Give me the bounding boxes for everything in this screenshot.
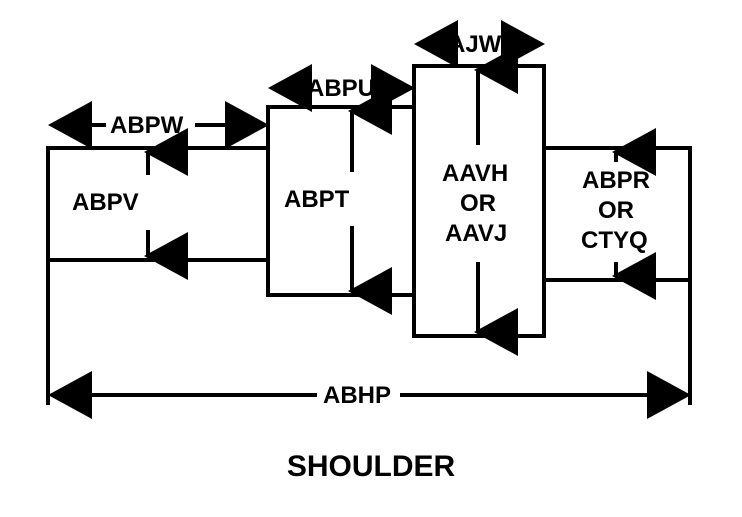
label-aavh: AAVH [442,160,508,188]
label-abpu: ABPU [307,75,375,103]
label-or1: OR [460,190,496,218]
label-abpt: ABPT [284,186,349,214]
label-or2: OR [598,197,634,225]
label-ctyq: CTYQ [581,227,648,255]
label-abpr: ABPR [582,167,650,195]
label-aavj: AAVJ [445,220,507,248]
label-abhp: ABHP [323,382,391,410]
shoulder-diagram: ABPW ABPV ABPU ABPT AJWR AAVH OR AAVJ AB… [0,0,742,517]
label-ajwr: AJWR [448,31,519,59]
label-abpw: ABPW [110,112,183,140]
label-abpv: ABPV [72,189,139,217]
caption-shoulder: SHOULDER [0,450,742,484]
